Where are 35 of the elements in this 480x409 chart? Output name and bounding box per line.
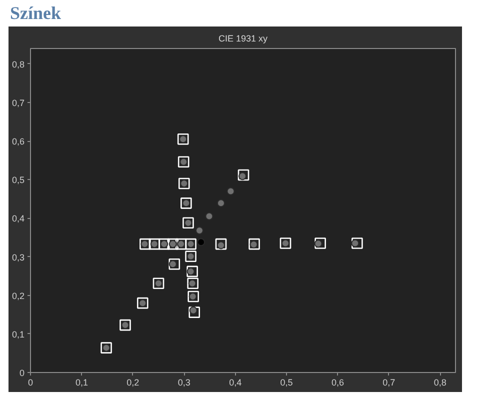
y-tick-label: 0,2 (12, 290, 25, 301)
point (189, 306, 198, 314)
point (205, 212, 214, 220)
point (215, 238, 227, 250)
x-tick-label: 0,6 (331, 378, 344, 388)
x-tick-label: 0,3 (178, 378, 190, 388)
y-tick-label: 0,5 (12, 175, 25, 186)
point (168, 258, 180, 270)
x-tick-label: 0,7 (382, 378, 396, 388)
point (197, 238, 206, 246)
x-tick-label: 0,4 (229, 378, 242, 388)
x-tick-label: 0,2 (126, 378, 140, 388)
point (352, 238, 363, 249)
point (186, 266, 198, 278)
point (226, 187, 235, 196)
y-tick-label: 0 (19, 368, 25, 378)
point (314, 238, 326, 249)
point (216, 199, 225, 208)
chart-subtitle: CIE 1931 xy (218, 34, 268, 44)
y-tick-label: 0,8 (12, 59, 25, 70)
point (314, 240, 322, 248)
point (188, 306, 200, 318)
point (195, 226, 204, 235)
point (351, 239, 360, 248)
x-tick-label: 0,8 (434, 378, 446, 388)
x-tick-label: 0 (28, 378, 34, 388)
point (238, 169, 250, 181)
y-tick-label: 0,3 (12, 252, 25, 262)
y-tick-label: 0,4 (12, 214, 25, 224)
x-tick-label: 0,5 (280, 378, 293, 388)
y-tick-label: 0,6 (12, 136, 25, 147)
y-tick-label: 0,1 (12, 329, 25, 340)
chart-title: Színek (10, 3, 62, 23)
x-tick-label: 0,1 (75, 378, 88, 388)
y-tick-label: 0,7 (12, 98, 25, 108)
